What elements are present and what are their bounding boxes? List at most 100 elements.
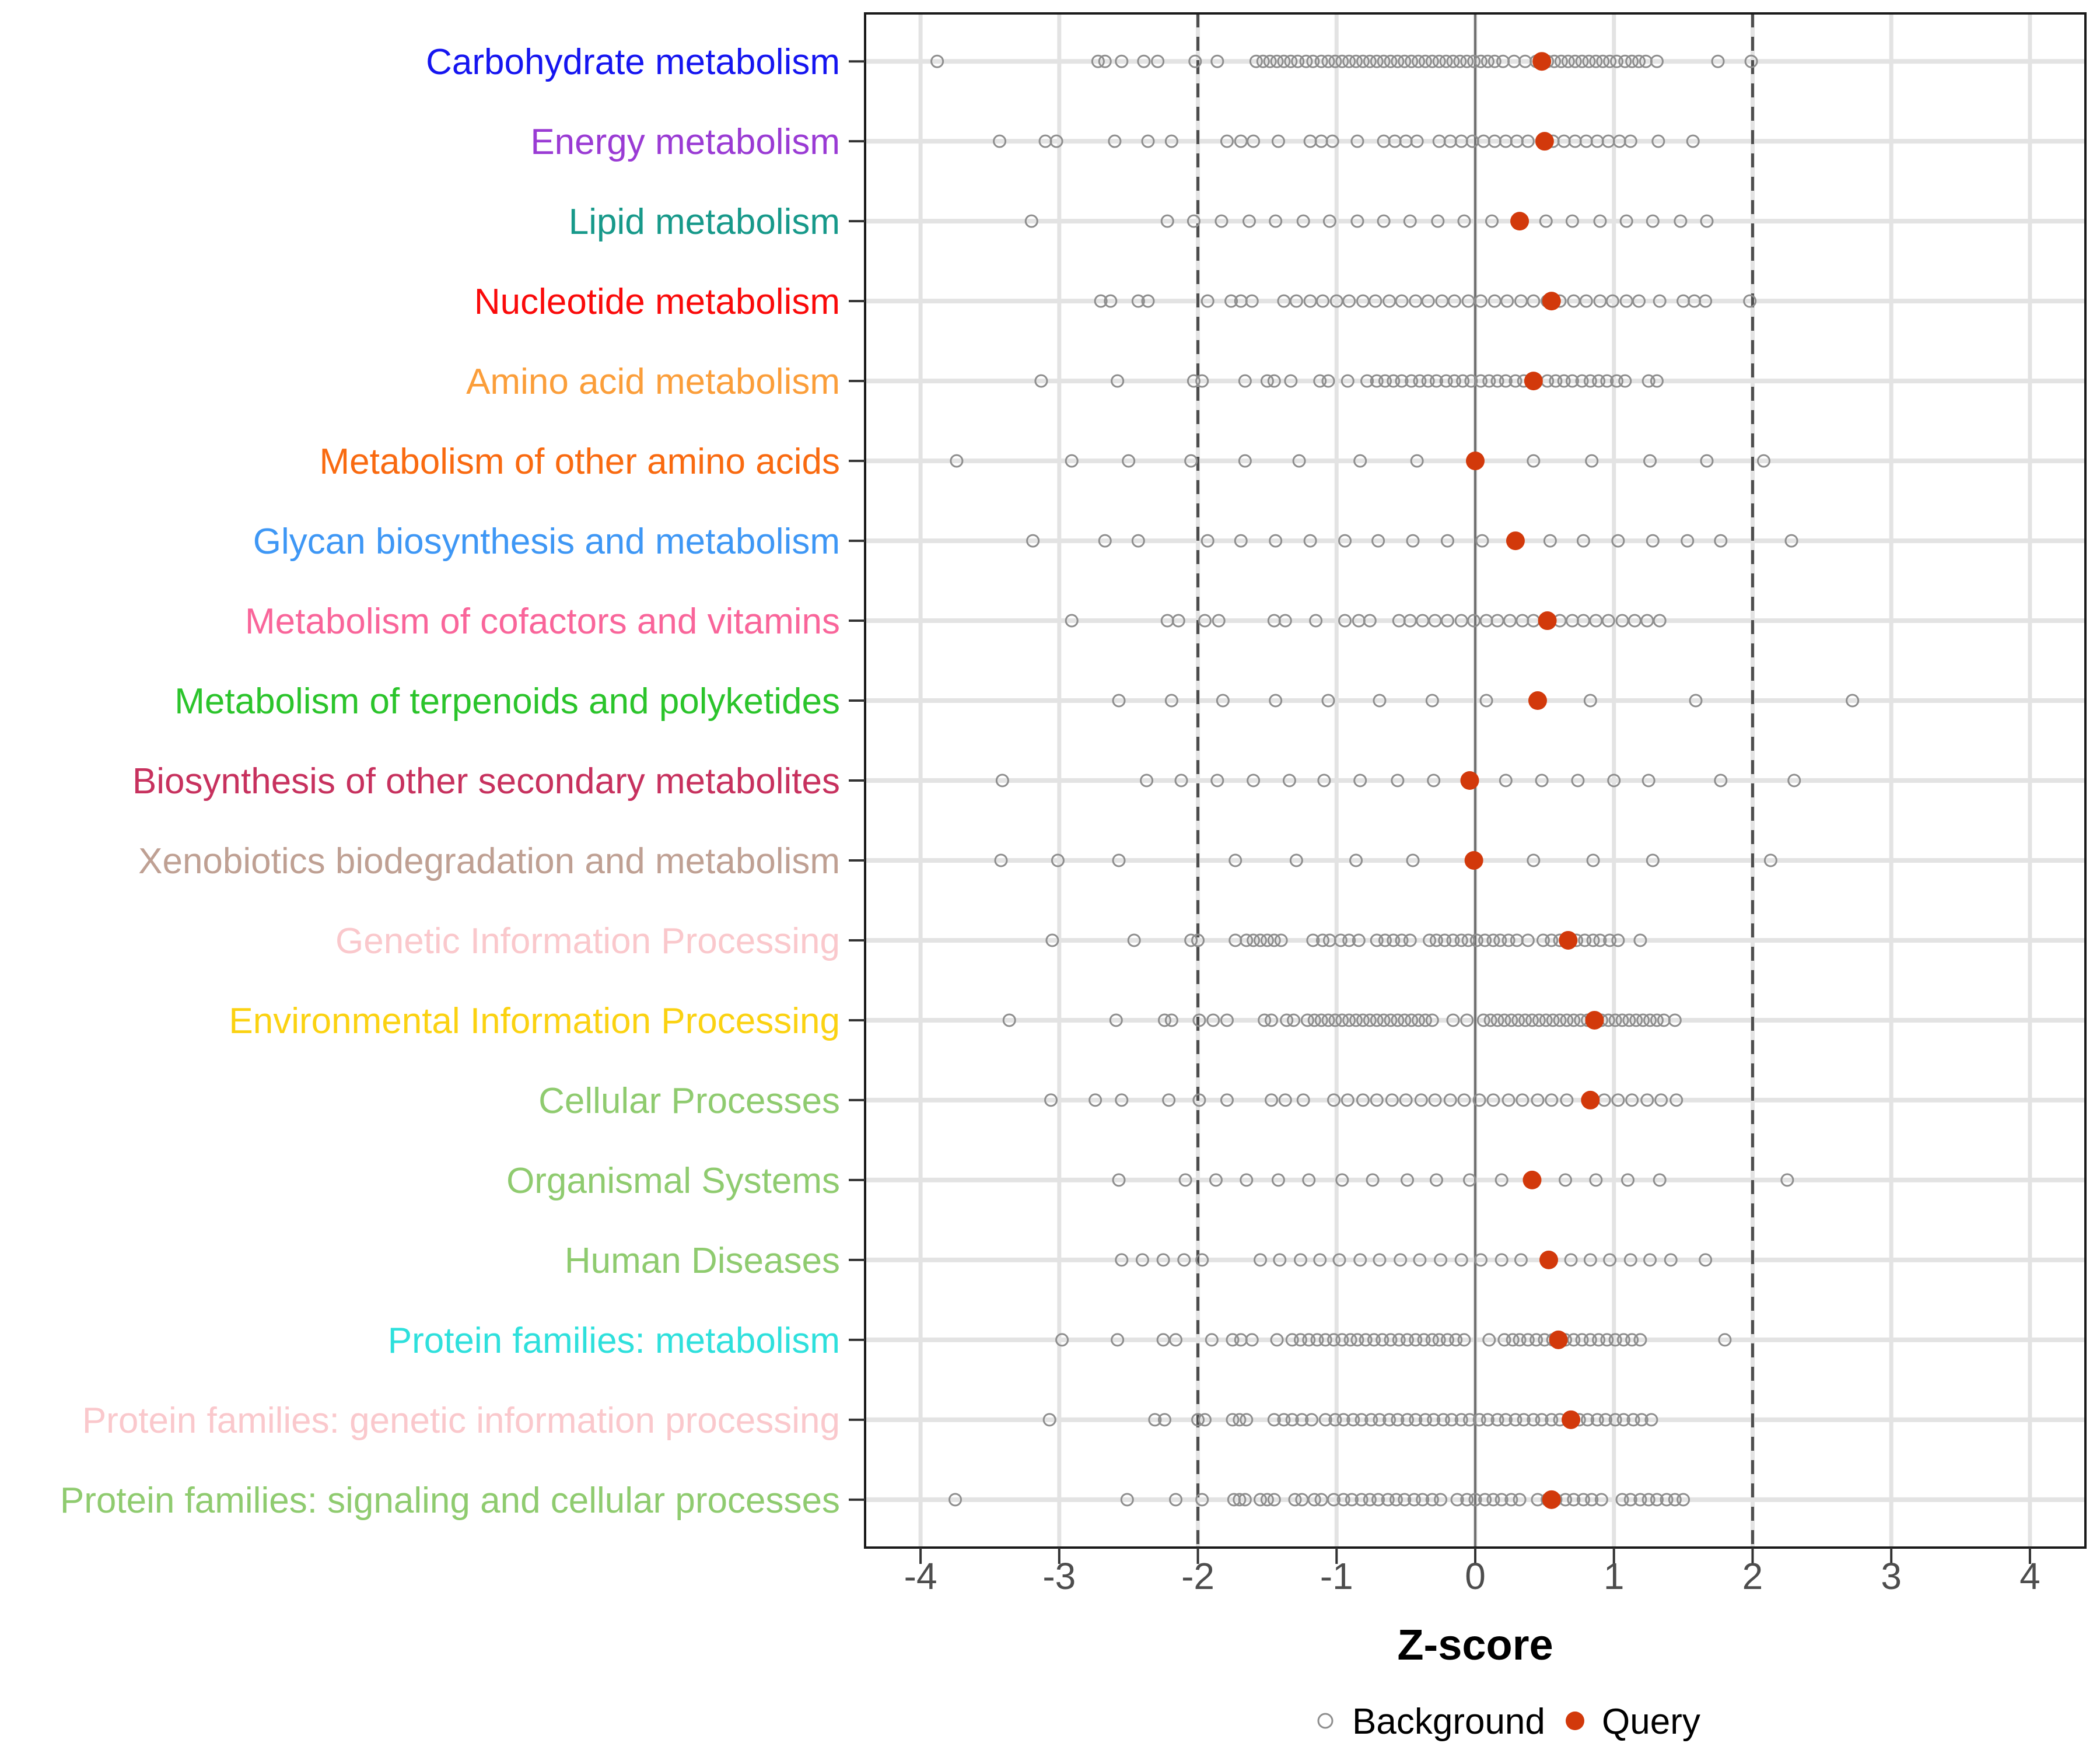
background-point bbox=[1318, 1333, 1332, 1347]
background-point bbox=[1164, 1013, 1178, 1027]
background-point bbox=[1353, 454, 1367, 468]
background-point bbox=[1216, 694, 1230, 708]
background-point bbox=[1304, 1413, 1318, 1427]
background-point bbox=[1674, 214, 1688, 228]
query-point bbox=[1522, 1170, 1542, 1189]
background-point bbox=[1425, 1493, 1439, 1507]
background-point bbox=[1681, 534, 1695, 548]
background-point bbox=[1131, 294, 1145, 308]
background-point bbox=[1088, 1093, 1102, 1107]
background-point bbox=[1296, 1093, 1310, 1107]
background-point bbox=[1545, 1093, 1559, 1107]
background-point bbox=[1432, 1333, 1446, 1347]
background-point bbox=[1460, 54, 1474, 68]
legend-background-marker bbox=[1317, 1713, 1334, 1729]
background-point bbox=[1653, 294, 1667, 308]
y-category-label: Environmental Information Processing bbox=[229, 1001, 840, 1041]
y-category-label: Carbohydrate metabolism bbox=[426, 42, 840, 82]
background-point bbox=[1271, 1173, 1285, 1187]
background-point bbox=[1593, 933, 1607, 947]
background-point bbox=[1603, 1253, 1617, 1267]
background-point bbox=[1454, 1413, 1468, 1427]
background-point bbox=[1328, 1413, 1342, 1427]
background-point bbox=[1356, 1013, 1370, 1027]
background-point bbox=[1377, 214, 1391, 228]
background-point bbox=[1623, 1253, 1637, 1267]
background-point bbox=[1240, 1413, 1254, 1427]
background-point bbox=[1120, 1493, 1134, 1507]
background-point bbox=[1131, 534, 1145, 548]
background-point bbox=[1601, 614, 1615, 628]
background-point bbox=[1327, 1333, 1341, 1347]
background-point bbox=[1260, 933, 1274, 947]
background-point bbox=[1447, 294, 1461, 308]
background-point bbox=[1490, 374, 1504, 388]
background-point bbox=[1756, 454, 1770, 468]
background-point bbox=[1385, 1093, 1399, 1107]
background-point bbox=[1349, 853, 1363, 867]
background-point bbox=[1403, 214, 1417, 228]
x-tick-label: -4 bbox=[904, 1555, 937, 1597]
background-point bbox=[1260, 1493, 1274, 1507]
background-point bbox=[1676, 1493, 1690, 1507]
background-point bbox=[1590, 1413, 1604, 1427]
background-point bbox=[1258, 1013, 1272, 1027]
background-point bbox=[1370, 374, 1384, 388]
background-point bbox=[1583, 694, 1597, 708]
y-category-label: Metabolism of terpenoids and polyketides bbox=[174, 681, 840, 722]
background-point bbox=[1122, 454, 1136, 468]
background-point bbox=[1436, 1413, 1450, 1427]
background-point bbox=[1650, 374, 1664, 388]
legend-background-label: Background bbox=[1352, 1702, 1545, 1742]
background-point bbox=[1743, 294, 1757, 308]
background-point bbox=[1340, 1093, 1354, 1107]
background-point bbox=[1111, 1333, 1125, 1347]
background-point bbox=[1787, 774, 1801, 788]
background-point bbox=[1485, 214, 1499, 228]
background-point bbox=[1585, 454, 1599, 468]
background-point bbox=[1560, 1093, 1574, 1107]
query-point bbox=[1532, 52, 1552, 71]
background-point bbox=[1384, 54, 1398, 68]
background-point bbox=[1256, 54, 1270, 68]
background-point bbox=[1446, 1013, 1460, 1027]
background-point bbox=[1141, 134, 1155, 148]
background-point bbox=[1349, 1013, 1363, 1027]
background-point bbox=[1359, 1333, 1373, 1347]
background-point bbox=[1267, 1413, 1281, 1427]
background-point bbox=[1044, 1093, 1058, 1107]
background-point bbox=[1378, 374, 1392, 388]
background-point bbox=[1499, 374, 1513, 388]
background-point bbox=[949, 1493, 963, 1507]
background-point bbox=[1285, 1413, 1299, 1427]
background-point bbox=[1024, 214, 1038, 228]
background-point bbox=[1104, 294, 1118, 308]
background-point bbox=[1254, 1253, 1268, 1267]
background-point bbox=[1609, 374, 1623, 388]
background-point bbox=[1002, 1013, 1016, 1027]
background-point bbox=[1338, 614, 1352, 628]
background-point bbox=[1370, 54, 1384, 68]
legend-query-label: Query bbox=[1602, 1702, 1700, 1742]
background-point bbox=[1289, 853, 1303, 867]
background-point bbox=[1784, 534, 1798, 548]
background-point bbox=[1210, 774, 1224, 788]
background-point bbox=[1611, 534, 1625, 548]
background-point bbox=[1763, 853, 1777, 867]
background-point bbox=[1254, 1493, 1268, 1507]
background-point bbox=[1306, 54, 1320, 68]
background-point bbox=[1302, 1173, 1316, 1187]
x-axis-title: Z-score bbox=[1397, 1620, 1553, 1669]
background-point bbox=[1633, 1333, 1647, 1347]
background-point bbox=[1616, 1413, 1630, 1427]
background-point bbox=[1195, 1493, 1209, 1507]
background-point bbox=[1417, 1333, 1431, 1347]
background-point bbox=[1506, 1333, 1520, 1347]
background-point bbox=[1619, 214, 1633, 228]
background-point bbox=[1474, 374, 1488, 388]
background-point bbox=[1642, 1493, 1656, 1507]
background-point bbox=[1439, 374, 1453, 388]
background-point bbox=[1240, 933, 1254, 947]
x-tick-label: 1 bbox=[1604, 1555, 1625, 1597]
background-point bbox=[1616, 1333, 1630, 1347]
